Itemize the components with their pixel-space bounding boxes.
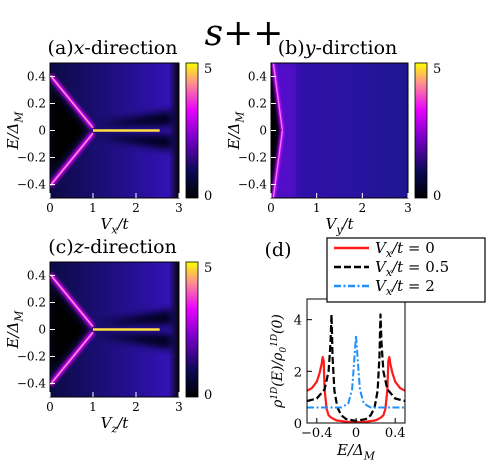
heatmap-body [50,262,179,397]
x-tick-label: 1 [89,400,97,414]
panel-b-y-direction: 0 1 2 3 0.4 0.2 0 −0.2 −0.4 Vy/t E/ΔM (b)y-dirction… [225,37,441,237]
y-axis-label: E/ΔM [225,111,247,151]
series-line-2 [307,334,405,409]
colorbar [185,261,199,398]
y-tick-label: −0.4 [17,377,47,391]
x-tick-label: −0.4 [301,426,333,441]
y-tick-label: 0.2 [27,296,46,310]
x-tick-label: 0 [46,400,54,414]
y-tick-label: 0.4 [248,70,267,84]
colorbar-tick-label: 0 [204,388,212,403]
lower-branch [50,132,94,187]
x-tick-label: 2 [132,201,140,215]
y-tick-label: 0.4 [27,70,46,84]
legend-label-0: Vx/t = 0 [375,239,435,260]
y-tick-label: 0.2 [27,97,46,111]
gap-region [271,63,283,198]
y-tick-label: −0.2 [238,151,267,165]
x-tick-label: 0 [352,426,360,441]
y-tick-label: 0 [294,417,302,432]
heatmap-body [271,63,408,198]
y-tick-label: −0.4 [238,178,268,192]
dark-lobe-lower [96,134,173,151]
x-tick-label: 1 [89,201,97,215]
panel-a-x-direction: 0 1 2 3 0.4 0.2 0 −0.2 −0.4 Vx/t E/ΔM (a)x-directio… [4,37,212,237]
x-tick-label: 2 [359,201,367,215]
colorbar [414,62,428,199]
y-tick-label: 0.4 [27,269,46,283]
panel-title: (d) [265,239,292,261]
x-axis-label: Vy/t [325,215,354,237]
panel-c-z-direction: 0 1 2 3 0.4 0.2 0 −0.2 −0.4 Vz/t E/ΔM (c)z-directio… [4,236,212,436]
y-tick-label: −0.2 [17,350,46,364]
colorbar-tick-label: 5 [204,261,212,276]
dark-lobe-lower [96,333,173,350]
legend-label-2: Vx/t = 2 [375,277,435,298]
y-tick-label: 0 [38,323,46,337]
y-tick-label: −0.2 [17,151,46,165]
x-tick-label: 0 [267,201,275,215]
y-tick-label: −0.4 [17,178,47,192]
upper-branch [50,273,94,328]
y-axis-label: E/ΔM [4,111,26,151]
dark-lobe-upper [96,110,173,127]
panel-title: (b)y-dirction [278,37,398,59]
y-axis-label: ρ1D(E)/ρ01D(0) [270,314,289,409]
y-tick-label: 0 [38,124,46,138]
x-axis-label: Vz/t [101,414,130,436]
colorbar-tick-label: 5 [204,62,212,77]
x-tick-label: 2 [132,400,140,414]
lower-branch [50,331,94,386]
x-tick-label: 1 [313,201,321,215]
colorbar-tick-label: 5 [433,62,441,77]
colorbar-tick-label: 0 [204,189,212,204]
gap-region [50,284,89,375]
colorbar-tick-label: 0 [433,189,441,204]
y-tick-label: 0 [259,124,267,138]
series-line-0 [307,356,405,423]
y-tick-label: 4 [294,314,302,329]
x-tick-label: 0 [46,201,54,215]
gap-region [50,85,89,176]
dark-lobe-upper [96,309,173,326]
upper-branch [50,74,94,129]
y-tick-label: 2 [294,365,302,380]
x-axis-label: Vx/t [100,215,129,237]
heatmap-body [50,63,179,198]
panel-title: (c)z-direction [48,236,177,258]
figure-title: s++ [205,13,284,54]
x-axis-label: E/ΔM [336,441,376,463]
x-tick-label: 3 [404,201,412,215]
legend-label-1: Vx/t = 0.5 [375,258,449,279]
panel-title: (a)x-direction [48,37,178,59]
upper-edge [272,63,284,131]
y-axis-label: E/ΔM [4,310,26,350]
x-tick-label: 0.4 [385,426,406,441]
x-tick-label: 3 [175,400,183,414]
colorbar [185,62,199,199]
y-tick-label: 0.2 [248,97,267,111]
x-tick-label: 3 [175,201,183,215]
legend: Vx/t = 0Vx/t = 0.5Vx/t = 2 [326,237,486,303]
lower-edge [272,130,284,198]
